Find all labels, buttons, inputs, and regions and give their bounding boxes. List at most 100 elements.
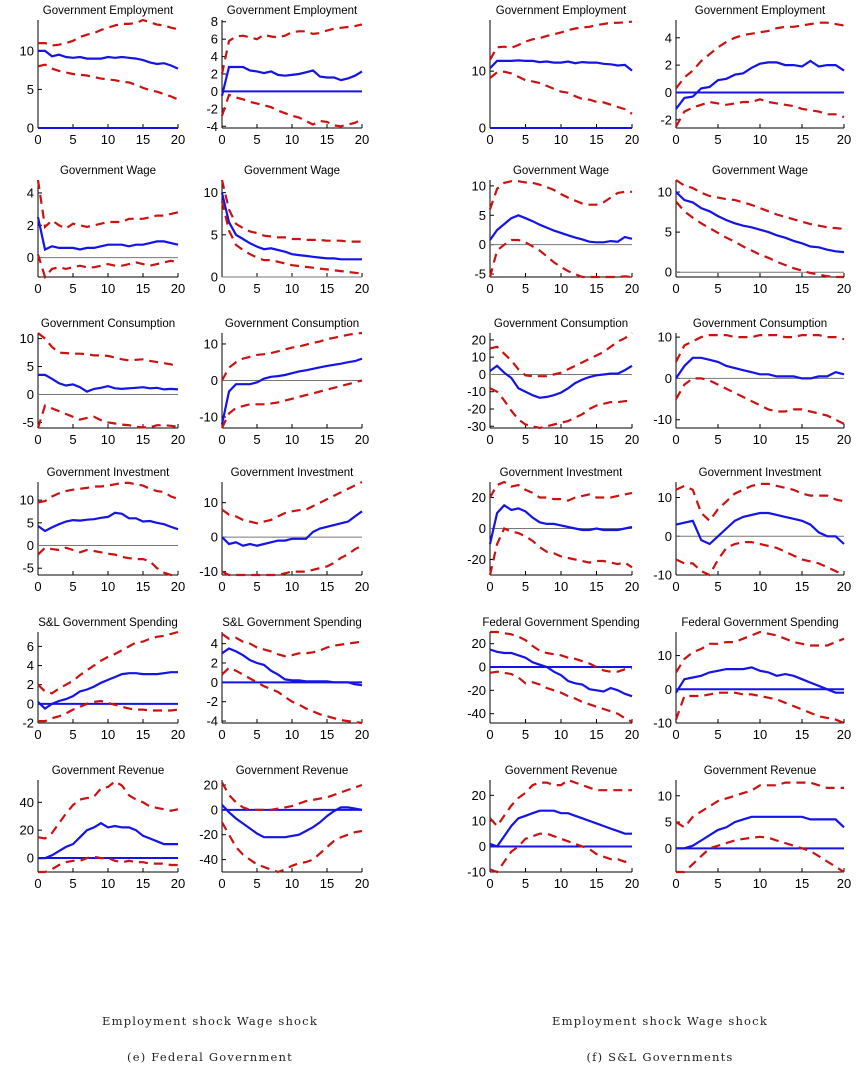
x-tick-label: 10	[101, 727, 115, 742]
y-tick-label: 0	[479, 660, 486, 675]
y-tick-label: -2	[206, 101, 218, 116]
y-tick-label: 0	[27, 387, 34, 402]
x-tick-label: 20	[355, 579, 369, 594]
y-tick-label: 0	[479, 237, 486, 252]
impulse-response-line	[221, 804, 363, 839]
y-tick-label: 10	[20, 43, 34, 58]
y-tick-label: 20	[472, 788, 486, 803]
x-tick-label: 5	[522, 727, 529, 742]
x-tick-label: 5	[253, 132, 260, 147]
impulse-response-line	[675, 666, 844, 694]
y-tick-label: -10	[653, 716, 672, 731]
y-tick-label: -10	[199, 410, 218, 425]
chart-title: Government Revenue	[236, 765, 349, 777]
x-tick-label: 20	[355, 876, 369, 891]
y-tick-label: 5	[665, 225, 672, 240]
x-tick-label: 15	[136, 281, 150, 296]
x-tick-label: 0	[218, 876, 225, 891]
y-tick-label: 6	[27, 639, 34, 654]
x-tick-label: 15	[795, 876, 809, 891]
y-tick-label: 10	[658, 648, 672, 663]
upper-confidence-band	[489, 778, 632, 828]
y-tick-label: 2	[665, 58, 672, 73]
x-tick-label: 20	[171, 727, 185, 742]
y-tick-label: 0	[27, 851, 34, 866]
y-tick-label: 4	[27, 658, 34, 673]
y-tick-label: -30	[467, 419, 486, 434]
y-tick-label: -20	[467, 402, 486, 417]
lower-confidence-band	[37, 546, 178, 577]
lower-confidence-band	[221, 821, 363, 874]
y-tick-label: 5	[211, 227, 218, 242]
x-tick-label: 10	[554, 132, 568, 147]
chart-panel-24: Government Revenue 0 5 10 0 5 10 15 20	[658, 765, 852, 891]
y-tick-label: -10	[199, 564, 218, 579]
x-tick-label: 15	[320, 876, 334, 891]
impulse-response-line	[489, 648, 633, 698]
x-tick-label: 10	[753, 281, 767, 296]
upper-confidence-band	[37, 332, 179, 368]
y-tick-label: 2	[27, 677, 34, 692]
upper-confidence-band	[37, 780, 179, 840]
lower-confidence-band	[220, 200, 363, 275]
impulse-response-line	[675, 511, 845, 546]
x-tick-label: 10	[753, 432, 767, 447]
y-tick-label: -4	[206, 714, 218, 729]
y-tick-label: 10	[658, 330, 672, 345]
upper-confidence-band	[489, 332, 633, 378]
impulse-response-line	[675, 59, 845, 110]
x-tick-label: 10	[554, 432, 568, 447]
chart-title: Government Revenue	[704, 765, 817, 777]
lower-confidence-band	[220, 93, 363, 128]
x-tick-label: 10	[285, 432, 299, 447]
x-tick-label: 20	[625, 876, 639, 891]
x-tick-label: 5	[522, 876, 529, 891]
x-tick-label: 0	[218, 432, 225, 447]
impulse-response-line	[489, 59, 633, 72]
x-tick-label: 5	[522, 432, 529, 447]
lower-confidence-band	[489, 70, 633, 115]
impulse-response-line	[220, 192, 362, 261]
x-tick-label: 5	[253, 579, 260, 594]
chart-title: Government Wage	[60, 165, 156, 177]
y-tick-label: -20	[199, 827, 218, 842]
x-tick-label: 20	[625, 727, 639, 742]
y-tick-label: 0	[211, 270, 218, 285]
x-tick-label: 0	[486, 727, 493, 742]
chart-title: Government Revenue	[52, 765, 165, 777]
lower-confidence-band	[489, 832, 633, 874]
chart-panel-11: Government Consumption -30 -20 -10 0 10 20 0 5 10…	[467, 318, 639, 447]
x-tick-label: 20	[837, 579, 851, 594]
x-tick-label: 20	[171, 432, 185, 447]
y-tick-label: 0	[665, 265, 672, 280]
y-tick-label: 10	[658, 490, 672, 505]
y-tick-label: -40	[199, 852, 218, 867]
x-tick-label: 15	[320, 432, 334, 447]
lower-confidence-band	[488, 527, 633, 576]
x-tick-label: 5	[714, 132, 721, 147]
x-tick-label: 15	[795, 579, 809, 594]
upper-confidence-band	[488, 180, 632, 210]
impulse-response-line	[221, 510, 363, 547]
lower-confidence-band	[674, 691, 845, 725]
lower-confidence-band	[675, 377, 845, 425]
chart-title: Government Consumption	[693, 318, 827, 330]
chart-title: Government Consumption	[494, 318, 628, 330]
y-tick-label: 0	[665, 529, 672, 544]
upper-confidence-band	[37, 630, 179, 695]
x-tick-label: 10	[285, 281, 299, 296]
y-tick-label: 0	[27, 696, 34, 711]
x-tick-label: 15	[136, 432, 150, 447]
impulse-response-line	[675, 356, 845, 380]
x-tick-label: 0	[34, 876, 41, 891]
upper-confidence-band	[221, 331, 363, 382]
y-tick-label: 10	[20, 331, 34, 346]
x-tick-label: 15	[320, 727, 334, 742]
x-tick-label: 10	[285, 727, 299, 742]
impulse-response-line	[36, 216, 179, 252]
chart-panel-1: Government Employment 0 5 10 0 5 10 15 20	[20, 5, 186, 147]
